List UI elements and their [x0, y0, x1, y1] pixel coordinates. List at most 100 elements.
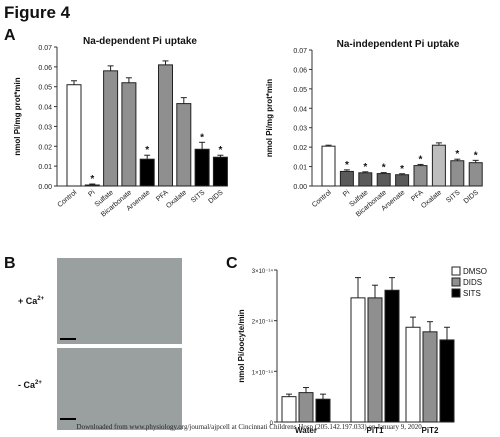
legend-label: DMSO: [463, 267, 487, 276]
scale-bar-top: [60, 338, 76, 340]
y-tick-label: 0.00: [293, 184, 307, 191]
bar: [339, 170, 354, 187]
significance-marker: *: [455, 149, 459, 160]
x-tick-label: Control: [311, 189, 333, 209]
x-tick-label: Pi: [87, 189, 97, 199]
bar: [422, 331, 438, 423]
micrograph-label-plus: + Ca2+: [18, 296, 44, 306]
bar: [103, 70, 119, 187]
legend-label: DIDS: [463, 278, 482, 287]
x-tick-label: SITS: [445, 189, 462, 205]
bar: [358, 172, 373, 187]
legend-swatch: [451, 266, 461, 276]
bar: [450, 160, 465, 187]
legend-label: SITS: [463, 289, 481, 298]
y-tick-label: 0.01: [38, 164, 52, 171]
x-tick-label: SITS: [190, 189, 207, 205]
y-tick-label: 0.02: [293, 145, 307, 152]
bar: [176, 103, 192, 187]
micrograph-label-minus-sup: 2+: [35, 380, 42, 386]
bar: [405, 326, 421, 423]
y-tick-label: 0.04: [293, 106, 307, 113]
micrograph-label-plus-text: + Ca: [18, 296, 38, 306]
significance-marker: *: [200, 132, 204, 143]
bar: [439, 339, 455, 423]
micrograph-label-plus-sup: 2+: [37, 296, 45, 302]
significance-marker: *: [218, 145, 222, 156]
significance-marker: *: [419, 154, 423, 165]
chart-title: Na-dependent Pi uptake: [83, 36, 197, 47]
y-axis-label: nmol Pi/oocyte/min: [237, 309, 246, 382]
x-tick-label: Oxalate: [420, 189, 443, 210]
y-tick-label: 0.06: [293, 67, 307, 74]
bar: [121, 82, 137, 187]
x-tick-label: Water: [295, 426, 317, 435]
y-tick-label: 0.07: [38, 45, 52, 52]
bar: [84, 184, 100, 187]
y-tick-label: 0.00: [38, 184, 52, 191]
significance-marker: *: [382, 163, 386, 174]
bar: [212, 156, 228, 187]
y-tick-label: 0: [270, 421, 274, 427]
bar: [281, 396, 297, 423]
bar: [158, 64, 173, 187]
y-tick-label: 0.05: [38, 85, 52, 92]
x-tick-label: Pi: [342, 189, 352, 199]
significance-marker: *: [145, 145, 149, 156]
x-tick-label: PiT1: [367, 426, 384, 435]
x-tick-label: Control: [56, 189, 78, 209]
micrograph-label-minus: - Ca2+: [18, 380, 42, 390]
figure-title: Figure 4: [4, 3, 71, 22]
y-tick-label: 0.06: [38, 65, 52, 72]
bar: [321, 145, 336, 187]
bar: [139, 158, 155, 187]
micrograph-plus-calcium: [57, 258, 182, 344]
bar: [350, 297, 366, 423]
y-tick-label: 0.04: [38, 105, 52, 112]
y-tick-label: 0.02: [38, 144, 52, 151]
bar: [298, 392, 314, 423]
micrograph-minus-calcium: [57, 348, 182, 430]
bar: [413, 165, 428, 187]
bar: [431, 144, 446, 187]
download-footer: Downloaded from www.physiology.org/journ…: [76, 423, 424, 431]
bar: [376, 173, 391, 187]
x-tick-label: DIDS: [207, 189, 225, 205]
panel-label-c: C: [226, 255, 238, 272]
bar: [384, 289, 400, 423]
micrograph-label-minus-text: - Ca: [18, 380, 36, 390]
panel-label-a: A: [4, 27, 16, 44]
bar: [66, 84, 82, 187]
scale-bar-bottom: [60, 418, 76, 420]
panel-label-b: B: [4, 255, 16, 272]
y-tick-label: 1×10⁻¹⁴: [252, 369, 274, 376]
significance-marker: *: [400, 164, 404, 175]
bar: [194, 148, 210, 187]
y-axis-label: nmol Pi/mg prot*min: [265, 79, 274, 157]
y-tick-label: 0.03: [293, 126, 307, 133]
x-tick-label: PiT2: [422, 426, 439, 435]
significance-marker: *: [474, 150, 478, 161]
x-tick-label: Oxalate: [165, 189, 188, 210]
bar: [395, 174, 410, 187]
significance-marker: *: [345, 160, 349, 171]
bar: [315, 398, 331, 423]
bar: [468, 162, 483, 187]
y-tick-label: 0.03: [38, 124, 52, 131]
significance-marker: *: [363, 162, 367, 173]
bar: [367, 297, 383, 423]
legend-swatch: [451, 277, 461, 287]
chart-title: Na-independent Pi uptake: [337, 39, 460, 50]
y-tick-label: 0.07: [293, 48, 307, 55]
y-tick-label: 2×10⁻¹⁴: [252, 319, 274, 326]
significance-marker: *: [90, 174, 94, 185]
y-tick-label: 0.01: [293, 165, 307, 172]
y-tick-label: 0.05: [293, 87, 307, 94]
y-tick-label: 3×10⁻¹⁴: [252, 268, 274, 275]
x-tick-label: DIDS: [463, 189, 481, 205]
x-tick-label: PFA: [410, 189, 425, 203]
legend-swatch: [451, 288, 461, 298]
y-axis-label: nmol Pi/mg prot*min: [13, 77, 22, 155]
